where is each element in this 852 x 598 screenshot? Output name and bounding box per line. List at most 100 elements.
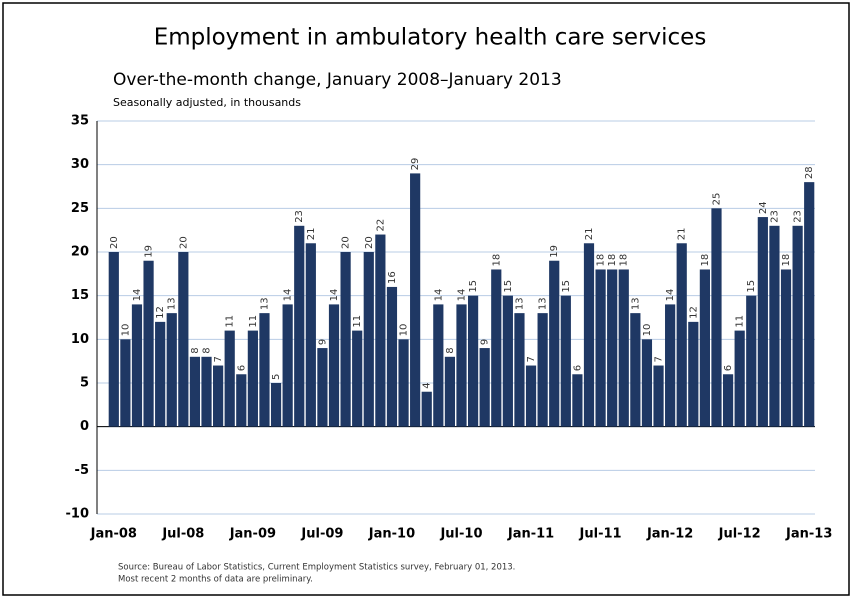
x-tick-label: Jan-13 (785, 527, 832, 542)
value-label: 15 (561, 280, 572, 293)
bar (780, 269, 792, 427)
bar (641, 339, 653, 427)
bar (155, 321, 166, 427)
bar (699, 269, 710, 427)
value-label: 13 (538, 297, 549, 310)
bar (178, 252, 189, 427)
bar (213, 365, 224, 427)
value-label: 10 (642, 324, 653, 337)
bar (236, 374, 247, 427)
value-label: 14 (132, 289, 143, 302)
y-tick-label: 0 (80, 419, 89, 434)
value-label: 6 (723, 365, 734, 371)
value-label: 5 (271, 374, 282, 380)
bar (665, 304, 676, 427)
value-label: 12 (688, 306, 699, 319)
bar (363, 252, 374, 427)
bar (247, 330, 258, 427)
bar (804, 182, 815, 427)
value-label: 14 (665, 289, 676, 302)
bar (514, 313, 525, 427)
bar (305, 243, 316, 427)
source-note: Most recent 2 months of data are prelimi… (118, 575, 313, 585)
bar (456, 304, 467, 427)
bar (224, 330, 235, 427)
value-label: 9 (480, 339, 491, 345)
value-label: 10 (399, 324, 410, 337)
bar (201, 356, 212, 427)
bar (410, 173, 421, 427)
bar (618, 269, 629, 427)
bar (120, 339, 131, 427)
bar (549, 260, 560, 427)
bar (375, 234, 386, 427)
x-tick-label: Jul-12 (718, 527, 761, 542)
y-tick-label: 5 (80, 376, 89, 391)
y-tick-label: 25 (71, 201, 89, 216)
value-label: 24 (758, 201, 769, 214)
bar (746, 295, 757, 427)
value-label: 15 (503, 280, 514, 293)
x-tick-label: Jan-09 (229, 527, 276, 542)
bar (676, 243, 687, 427)
value-label: 18 (700, 254, 711, 267)
value-label: 7 (526, 356, 537, 362)
bar (491, 269, 502, 427)
y-tick-label: -5 (75, 463, 89, 478)
x-tick-label: Jan-12 (646, 527, 693, 542)
y-tick-label: 30 (71, 157, 89, 172)
value-label: 19 (144, 245, 155, 258)
value-label: 13 (167, 297, 178, 310)
bar (166, 313, 177, 427)
value-label: 18 (781, 254, 792, 267)
value-label: 4 (422, 382, 433, 388)
x-tick-label: Jul-10 (439, 527, 482, 542)
bar (189, 356, 201, 427)
bar (711, 208, 722, 427)
bar (792, 225, 803, 427)
value-label: 22 (375, 219, 386, 232)
value-label: 20 (178, 236, 189, 249)
bar (572, 374, 583, 427)
value-label: 9 (317, 339, 328, 345)
bar (688, 321, 699, 427)
bar (630, 313, 641, 427)
value-label: 15 (746, 280, 757, 293)
value-label: 14 (457, 289, 468, 302)
bar (537, 313, 548, 427)
value-label: 18 (596, 254, 607, 267)
value-label: 20 (341, 236, 352, 249)
value-label: 18 (491, 254, 502, 267)
value-label: 8 (445, 347, 456, 353)
y-tick-label: 20 (71, 245, 89, 260)
y-tick-label: 15 (71, 288, 89, 303)
value-label: 13 (259, 297, 270, 310)
bar (352, 330, 363, 427)
value-label: 20 (364, 236, 375, 249)
value-label: 18 (619, 254, 630, 267)
value-label: 15 (468, 280, 479, 293)
y-tick-label: -10 (66, 507, 90, 522)
bar (386, 286, 398, 427)
value-label: 25 (711, 193, 722, 206)
value-label: 21 (584, 228, 595, 241)
value-label: 11 (248, 315, 259, 328)
y-tick-label: 10 (71, 332, 89, 347)
value-label: 20 (109, 236, 120, 249)
bar (502, 295, 513, 427)
bar (294, 225, 305, 427)
value-label: 12 (155, 306, 166, 319)
value-label: 23 (769, 210, 780, 223)
bar (143, 260, 154, 427)
bar (328, 304, 340, 427)
bar (282, 304, 293, 427)
bar (769, 225, 780, 427)
value-label: 6 (236, 365, 247, 371)
bar (433, 304, 444, 427)
value-label: 11 (352, 315, 363, 328)
value-label: 11 (735, 315, 746, 328)
bar (525, 365, 537, 427)
bar (734, 330, 745, 427)
bar (340, 252, 351, 427)
x-tick-label: Jul-09 (300, 527, 343, 542)
